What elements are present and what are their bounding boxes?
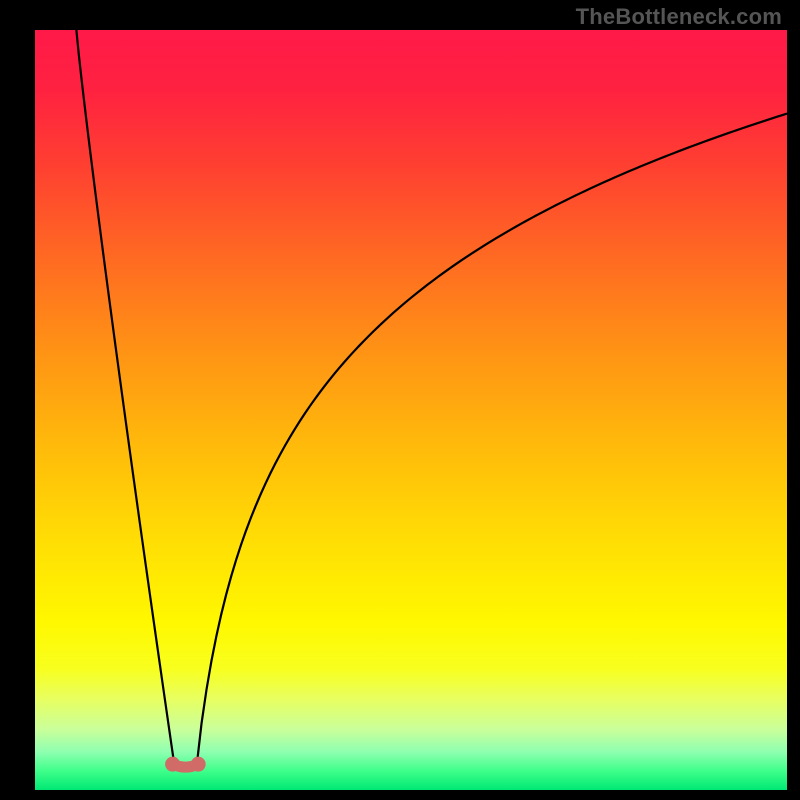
bottleneck-curve: [35, 30, 787, 790]
plot-area: [35, 30, 787, 790]
watermark-text: TheBottleneck.com: [576, 4, 782, 30]
valley-marker-right: [191, 757, 206, 772]
valley-marker-left: [165, 757, 180, 772]
curve-line: [76, 30, 787, 766]
